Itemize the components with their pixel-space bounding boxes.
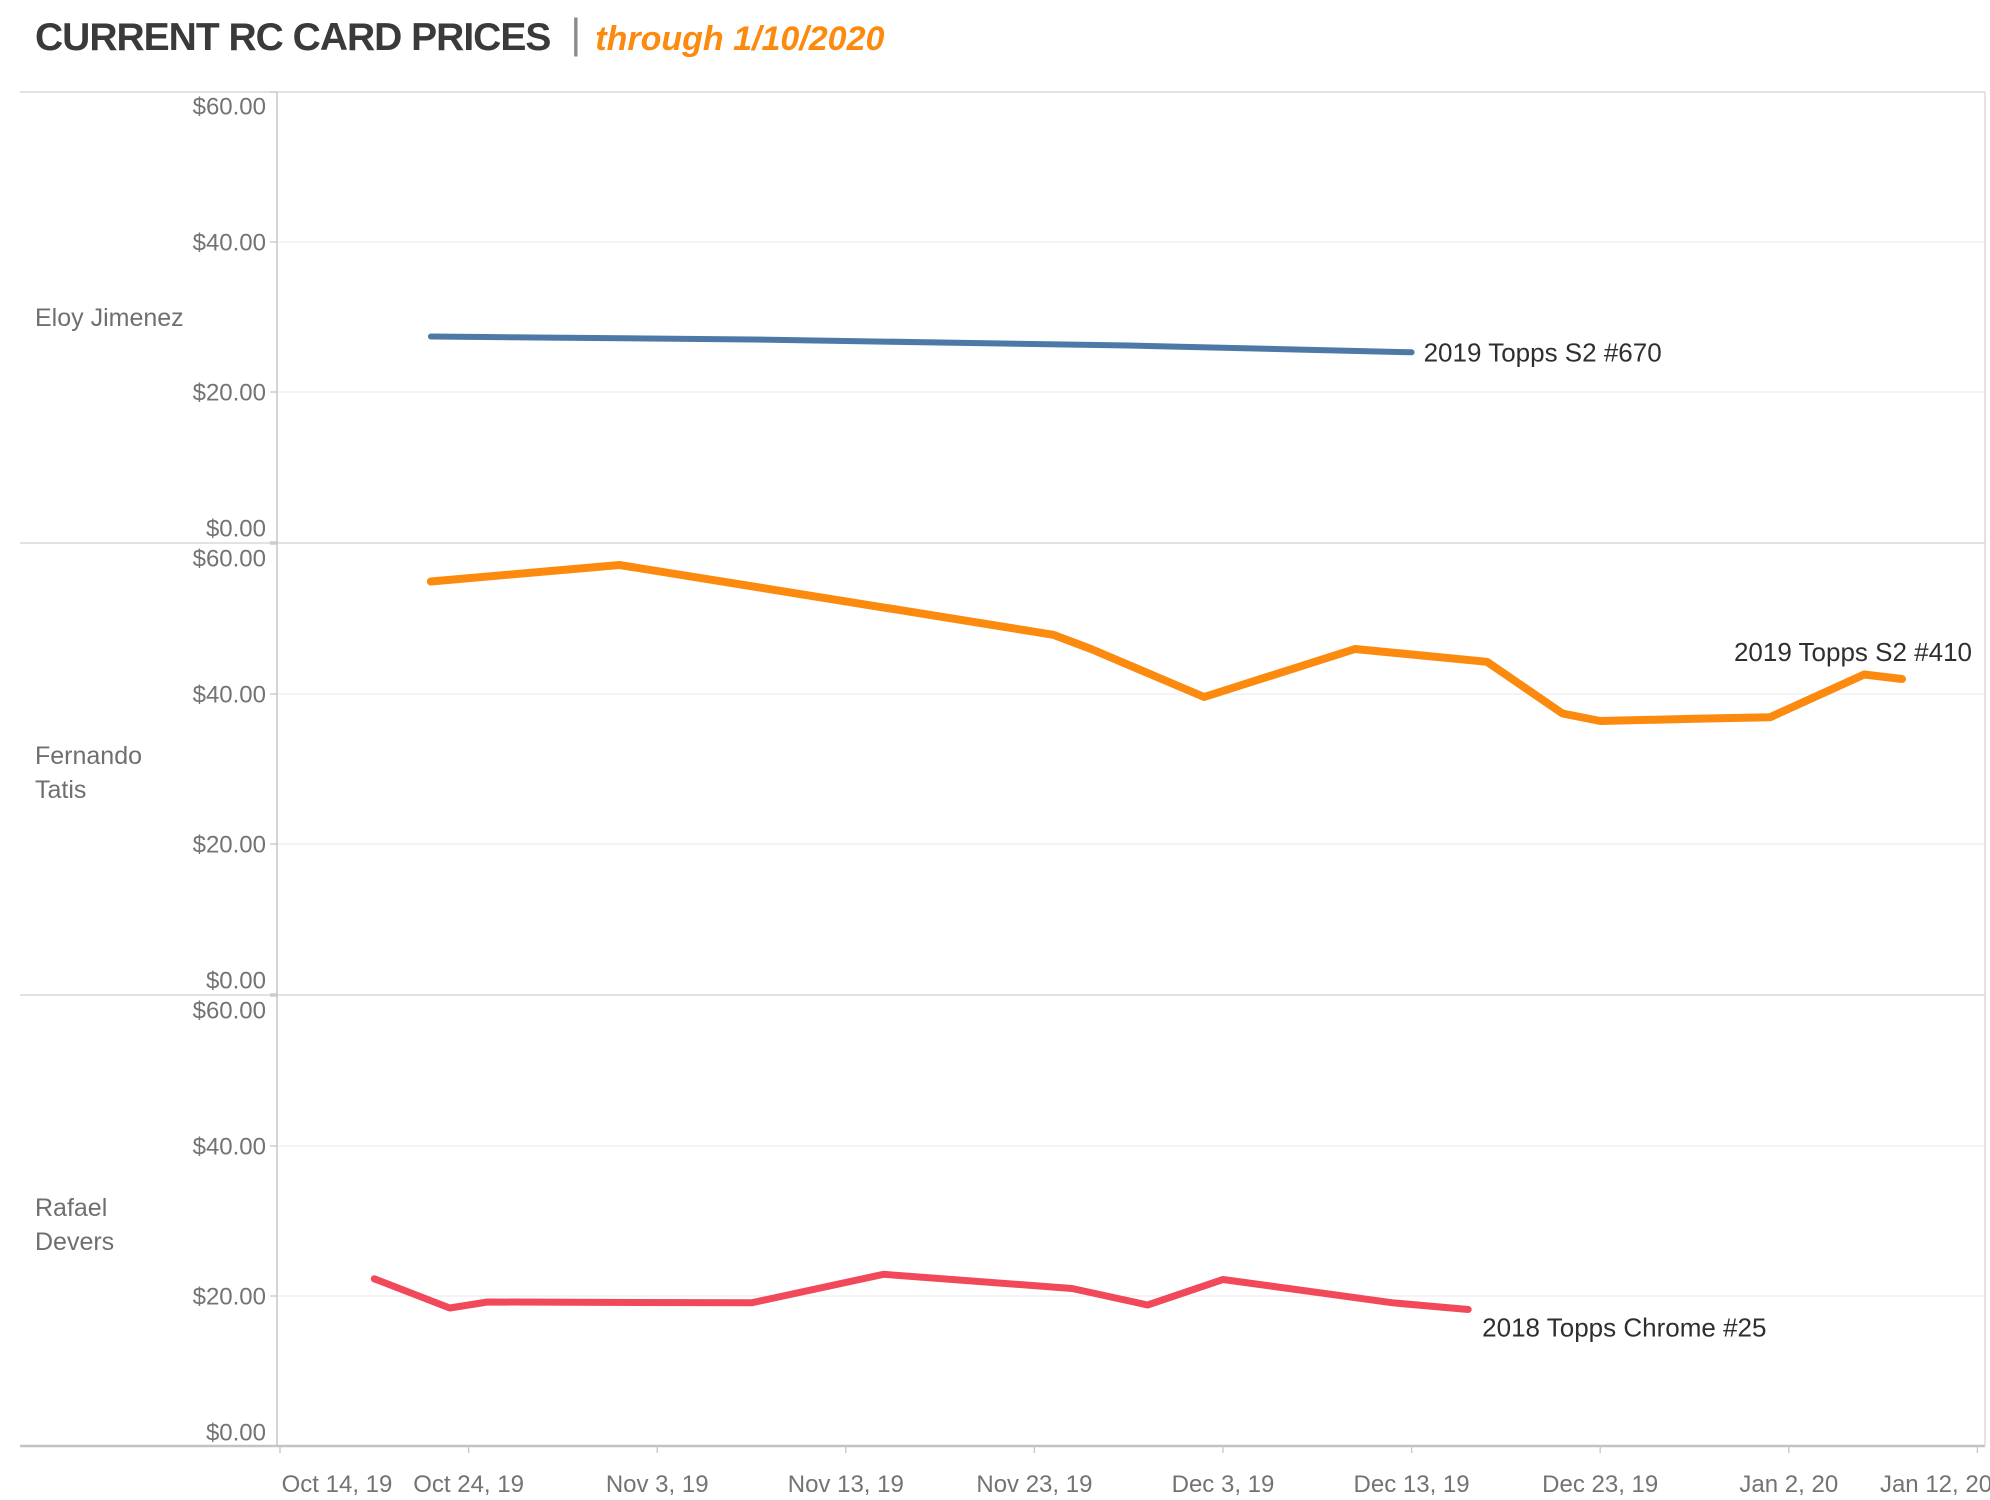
- series-line-eloy-jimenez[interactable]: [427, 333, 1415, 356]
- x-axis-tick-label: Nov 13, 19: [788, 1471, 904, 1498]
- series-end-label: 2018 Topps Chrome #25: [1482, 1313, 1766, 1343]
- y-axis-tick-label: $60.00: [193, 546, 266, 573]
- x-axis-tick-label: Nov 23, 19: [976, 1471, 1092, 1498]
- row-label: Tatis: [35, 776, 86, 804]
- y-axis-tick-label: $0.00: [206, 516, 266, 543]
- x-axis-tick-label: Dec 23, 19: [1542, 1471, 1658, 1498]
- y-axis-tick-label: $0.00: [206, 1420, 266, 1447]
- y-axis-tick-label: $20.00: [193, 1284, 266, 1311]
- title-subtitle: through 1/10/2020: [595, 20, 885, 58]
- y-axis-tick-label: $60.00: [193, 94, 266, 121]
- y-axis-tick-label: $20.00: [193, 832, 266, 859]
- x-axis-tick-label: Jan 12, 20: [1880, 1471, 1990, 1498]
- series-end-label: 2019 Topps S2 #670: [1424, 337, 1662, 367]
- x-axis-tick-label: Jan 2, 20: [1739, 1471, 1838, 1498]
- series-line-fernando-tatis[interactable]: [426, 561, 1906, 725]
- row-label: Rafael: [35, 1194, 107, 1222]
- series-line-rafael-devers[interactable]: [370, 1270, 1472, 1313]
- row-label: Eloy Jimenez: [35, 304, 184, 332]
- row-label: Fernando: [35, 742, 142, 770]
- y-axis-tick-label: $40.00: [193, 682, 266, 709]
- chart-title-bar: CURRENT RC CARD PRICES | through 1/10/2020: [35, 10, 884, 62]
- x-axis-tick-label: Nov 3, 19: [606, 1471, 709, 1498]
- y-axis-tick-label: $20.00: [193, 380, 266, 407]
- page-title: CURRENT RC CARD PRICES: [35, 16, 551, 59]
- x-axis-tick-label: Dec 13, 19: [1354, 1471, 1470, 1498]
- x-axis-tick-label: Dec 3, 19: [1172, 1471, 1275, 1498]
- y-axis-tick-label: $0.00: [206, 968, 266, 995]
- title-separator: |: [570, 10, 582, 57]
- x-axis-tick-label: Oct 14, 19: [282, 1471, 393, 1498]
- y-axis-tick-label: $60.00: [193, 998, 266, 1025]
- y-axis-tick-label: $40.00: [193, 230, 266, 257]
- series-end-label: 2019 Topps S2 #410: [1734, 637, 1972, 667]
- row-label: Devers: [35, 1228, 114, 1256]
- y-axis-tick-label: $40.00: [193, 1134, 266, 1161]
- x-axis-tick-label: Oct 24, 19: [413, 1471, 524, 1498]
